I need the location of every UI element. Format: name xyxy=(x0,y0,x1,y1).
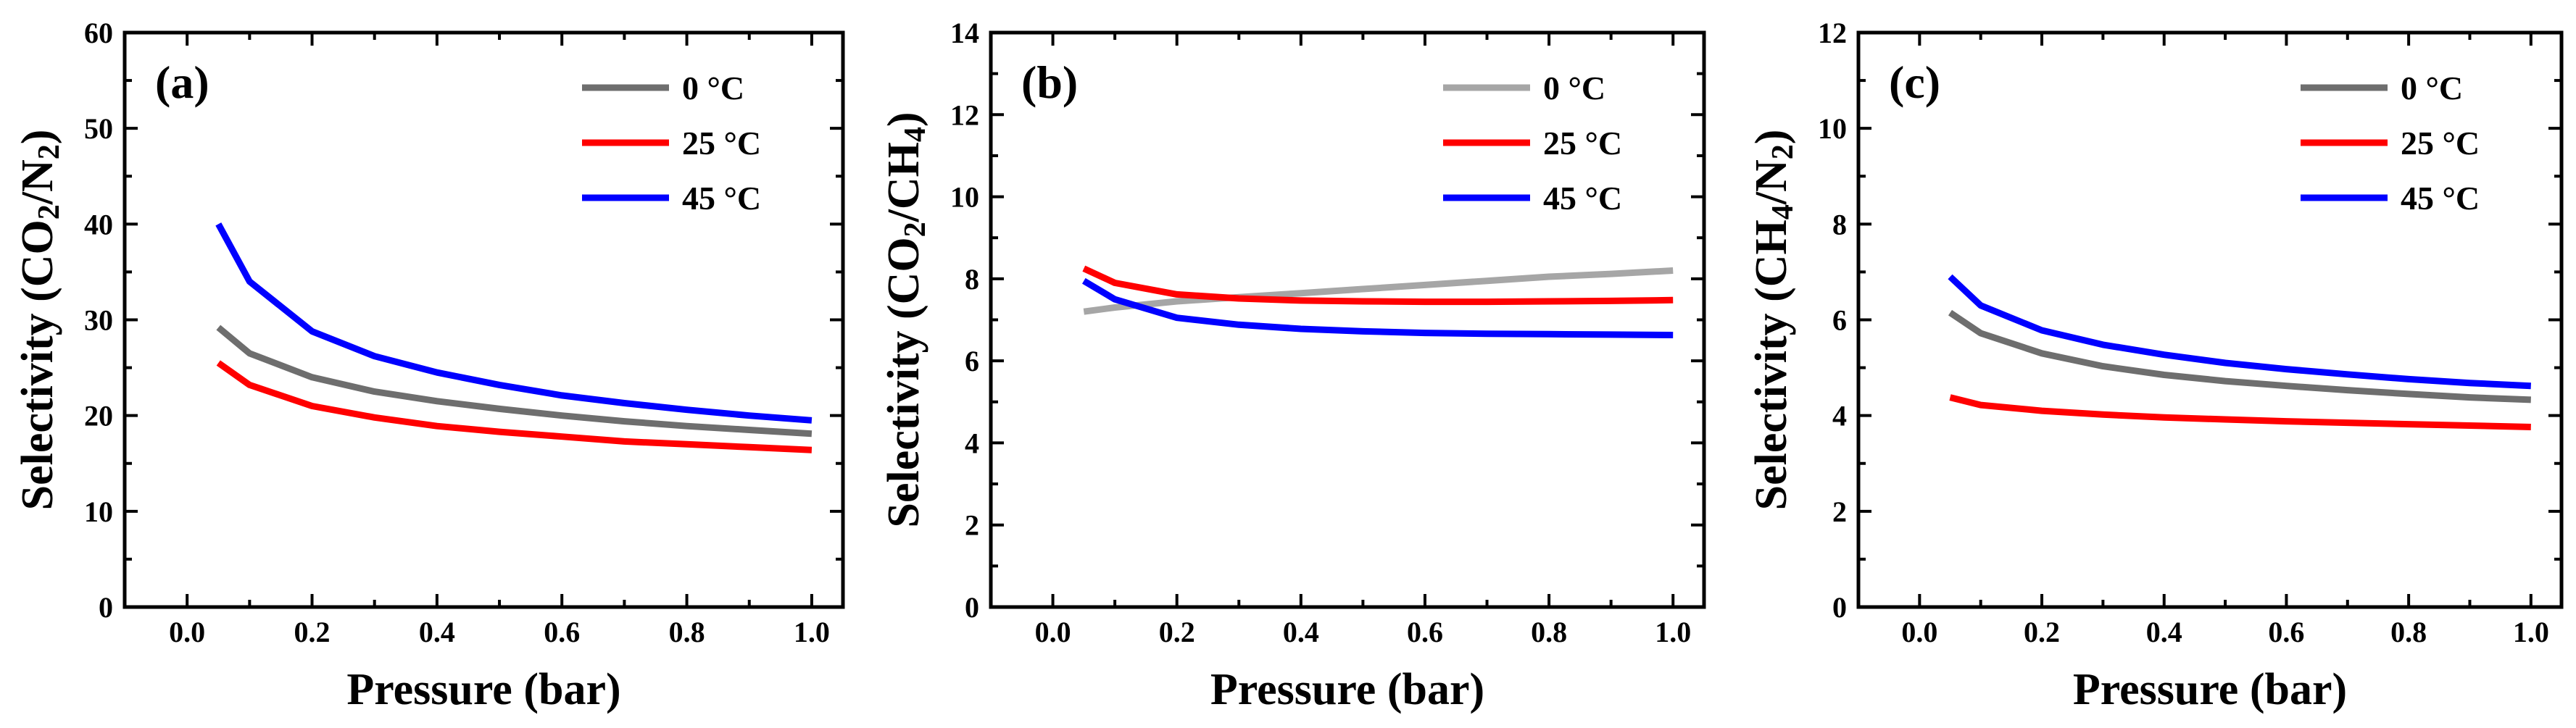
y-tick-label: 30 xyxy=(84,304,113,337)
legend-label: 25 °C xyxy=(1543,125,1622,162)
series-line-1 xyxy=(1082,265,1674,306)
y-tick-label: 2 xyxy=(1832,495,1847,528)
series-line-1 xyxy=(1949,394,2531,430)
y-tick-label: 12 xyxy=(950,99,979,131)
x-tick-label: 0.0 xyxy=(1035,616,1071,648)
y-tick-label: 4 xyxy=(1832,400,1847,432)
panel-label: (b) xyxy=(1021,57,1078,108)
x-tick-label: 0.8 xyxy=(2390,616,2427,648)
y-tick-label: 50 xyxy=(84,112,113,145)
panel-label: (c) xyxy=(1889,57,1940,108)
series-line-0 xyxy=(216,325,813,438)
y-tick-label: 14 xyxy=(950,17,979,49)
y-tick-label: 10 xyxy=(84,495,113,528)
legend-label: 0 °C xyxy=(682,70,744,106)
legend-label: 0 °C xyxy=(1543,70,1605,106)
y-tick-label: 60 xyxy=(84,17,113,49)
y-axis-title: Selectivity (CH4/N2) xyxy=(1747,130,1800,511)
y-tick-label: 0 xyxy=(965,591,979,624)
y-tick-label: 6 xyxy=(1832,304,1847,337)
y-tick-label: 4 xyxy=(965,427,979,459)
x-axis-title: Pressure (bar) xyxy=(346,665,620,714)
y-tick-label: 0 xyxy=(1832,591,1847,624)
y-tick-label: 10 xyxy=(950,181,979,214)
legend-label: 25 °C xyxy=(2401,125,2480,162)
y-tick-label: 6 xyxy=(965,345,979,377)
x-tick-label: 0.4 xyxy=(2146,616,2182,648)
x-tick-label: 0.2 xyxy=(294,616,331,648)
x-tick-label: 0.4 xyxy=(1283,616,1319,648)
y-tick-label: 8 xyxy=(965,263,979,296)
x-tick-label: 0.6 xyxy=(2268,616,2304,648)
y-tick-label: 12 xyxy=(1818,17,1847,49)
panel-label: (a) xyxy=(155,57,209,108)
y-axis-title: Selectivity (CO2/N2) xyxy=(13,130,66,511)
legend-label: 45 °C xyxy=(682,180,761,217)
x-tick-label: 0.0 xyxy=(1901,616,1937,648)
x-tick-label: 0.0 xyxy=(169,616,205,648)
y-tick-label: 2 xyxy=(965,509,979,542)
series-line-0 xyxy=(1948,309,2531,403)
x-axis-title: Pressure (bar) xyxy=(2073,665,2347,714)
legend-label: 0 °C xyxy=(2401,70,2463,106)
plot-frame xyxy=(989,30,1706,609)
series-line-2 xyxy=(1948,274,2532,390)
x-axis-title: Pressure (bar) xyxy=(1210,665,1484,714)
series-line-2 xyxy=(1081,277,1674,338)
y-tick-label: 8 xyxy=(1832,208,1847,240)
panel-a: 0.0 0.2 0.4 0.6 0.8 1.0 0 10 20 30 40 50 60 Pressure … xyxy=(13,17,845,714)
x-tick-label: 0.6 xyxy=(544,616,580,648)
y-tick-label: 0 xyxy=(99,591,113,624)
x-tick-label: 0.6 xyxy=(1407,616,1443,648)
y-tick-label: 40 xyxy=(84,208,113,240)
x-tick-label: 0.2 xyxy=(1159,616,1195,648)
legend-label: 25 °C xyxy=(682,125,761,162)
y-axis-title: Selectivity (CO2/CH4) xyxy=(879,112,932,527)
x-tick-label: 1.0 xyxy=(1655,616,1691,648)
y-tick-label: 10 xyxy=(1818,112,1847,145)
x-tick-label: 0.8 xyxy=(1531,616,1567,648)
series-line-2 xyxy=(215,222,813,424)
series-line-1 xyxy=(216,360,813,453)
x-tick-label: 1.0 xyxy=(2513,616,2549,648)
plot-frame xyxy=(122,30,845,609)
y-tick-label: 20 xyxy=(84,400,113,432)
x-tick-label: 0.2 xyxy=(2024,616,2060,648)
x-tick-label: 0.8 xyxy=(669,616,705,648)
x-tick-label: 1.0 xyxy=(794,616,830,648)
series-line-0 xyxy=(1083,267,1674,315)
x-tick-label: 0.4 xyxy=(419,616,455,648)
legend-label: 45 °C xyxy=(2401,180,2480,217)
legend-label: 45 °C xyxy=(1543,180,1622,217)
panel-b: 0.0 0.2 0.4 0.6 0.8 1.0 0 2 4 6 8 10 12 14 Pressure (b… xyxy=(879,17,1706,714)
panel-c: 0.0 0.2 0.4 0.6 0.8 1.0 0 2 4 6 8 10 12 Pressure (bar… xyxy=(1747,17,2564,714)
